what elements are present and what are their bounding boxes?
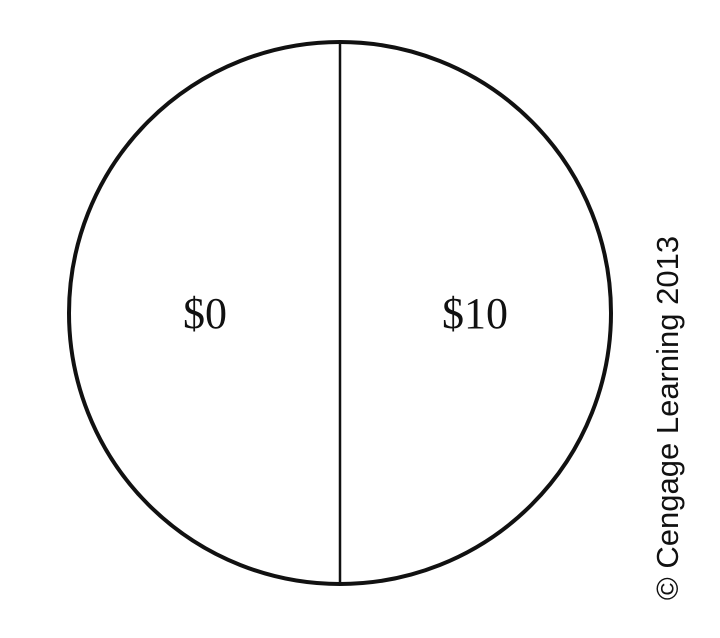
right-section-label: $10 [442, 289, 508, 338]
left-section-label: $0 [183, 289, 227, 338]
copyright-credit: © Cengage Learning 2013 [650, 236, 685, 600]
